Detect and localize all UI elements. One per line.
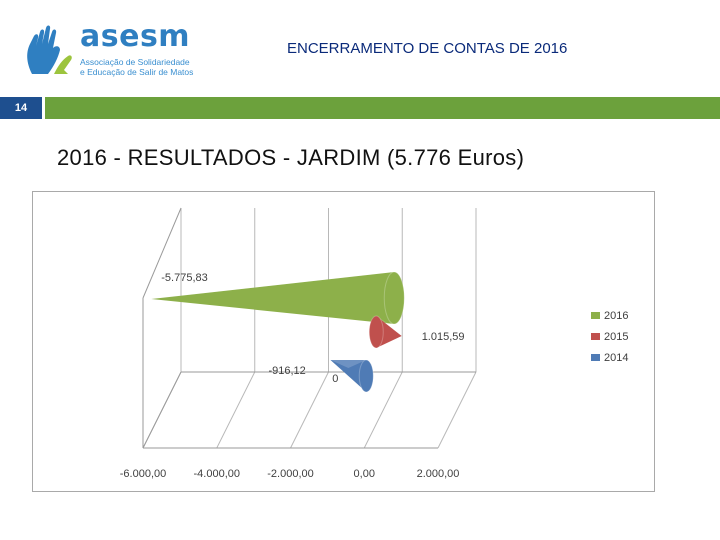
legend-swatch-2014 (591, 354, 600, 361)
x-tick-label: -6.000,00 (120, 468, 166, 480)
floor-gridline (363, 371, 403, 449)
x-tick-label: 2.000,00 (417, 468, 460, 480)
cone-2016 (151, 272, 395, 324)
data-label-2015: 1.015,59 (422, 331, 465, 343)
cone-highlight-2015 (376, 316, 402, 336)
results-chart: -6.000,00 -4.000,00 -2.000,00 0,00 2.000,00 -… (120, 207, 628, 480)
legend-label-2015: 2015 (604, 331, 628, 343)
logo-subtitle-1: Associação de Solidariedade (80, 57, 190, 67)
side-wall-bottom (142, 371, 182, 449)
cone-highlight-2014 (330, 360, 367, 368)
legend-swatch-2016 (591, 312, 600, 319)
floor-gridline (216, 371, 256, 449)
cone-base-2015 (368, 315, 384, 349)
floor-gridline (437, 371, 477, 449)
cone-highlight-2016 (151, 272, 395, 299)
cone-2015 (376, 316, 402, 348)
legend-label-2016: 2016 (604, 310, 628, 322)
floor-gridline (290, 371, 329, 449)
page-number: 14 (0, 97, 42, 119)
legend-swatch-2015 (591, 333, 600, 340)
x-tick-label: 0,00 (354, 468, 375, 480)
cone-2014 (330, 360, 367, 392)
legend-label-2014: 2014 (604, 352, 628, 364)
data-label-2016: -5.775,83 (161, 272, 207, 284)
logo-wordmark: asesm (80, 19, 191, 54)
cone-base-2016 (383, 271, 405, 325)
header-divider-bar (45, 97, 720, 119)
cone-base-2014 (358, 359, 374, 393)
header-title: ENCERRAMENTO DE CONTAS DE 2016 (287, 40, 568, 57)
chart-area: -6.000,00 -4.000,00 -2.000,00 0,00 2.000,00 -… (32, 191, 655, 492)
slide-title: 2016 - RESULTADOS - JARDIM (5.776 Euros) (57, 145, 525, 170)
x-tick-label: -2.000,00 (267, 468, 313, 480)
data-label-2014: -916,12 (268, 365, 305, 377)
x-tick-label: -4.000,00 (194, 468, 240, 480)
asesm-logo: asesm Associação de Solidariedade e Educ… (24, 18, 193, 80)
zero-data-label: 0 (332, 373, 338, 385)
hand-logo-icon (27, 25, 72, 74)
logo-subtitle-2: e Educação de Salir de Matos (80, 67, 194, 77)
side-wall-top (142, 207, 182, 299)
